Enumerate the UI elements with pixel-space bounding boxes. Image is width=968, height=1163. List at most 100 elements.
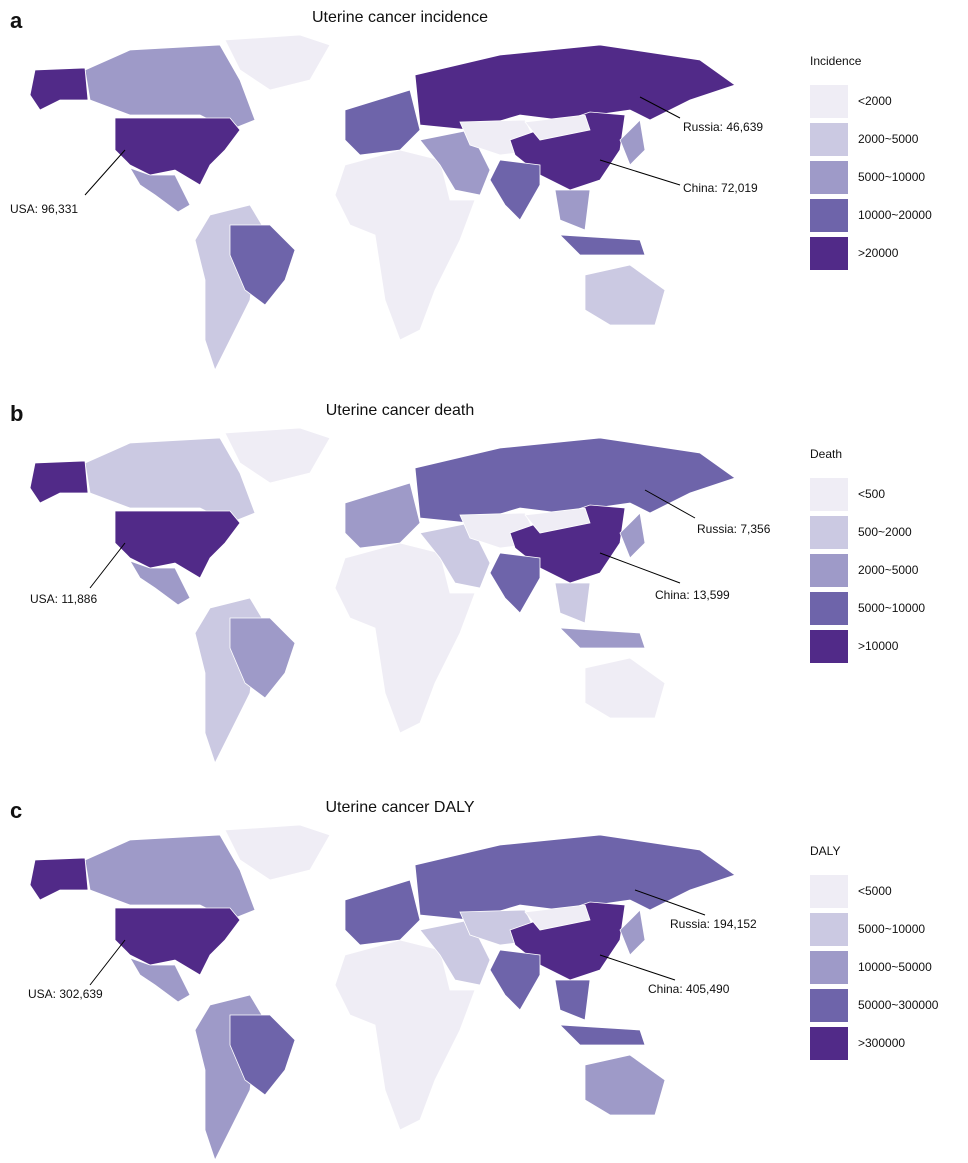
country [129, 167, 191, 213]
legend-label: 50000~300000 [858, 998, 939, 1012]
legend-swatch [810, 554, 848, 587]
panel-label: a [10, 8, 23, 33]
country [619, 119, 646, 166]
country [224, 427, 331, 484]
legend-label: 5000~10000 [858, 922, 925, 936]
legend-label: >300000 [858, 1036, 905, 1050]
legend-swatch [810, 875, 848, 908]
country [489, 159, 541, 221]
country [554, 979, 591, 1021]
panel-label: b [10, 401, 23, 426]
legend-swatch [810, 1027, 848, 1060]
country [84, 834, 256, 921]
country [524, 904, 591, 931]
annotation: USA: 96,331 [10, 202, 78, 216]
panel-title: Uterine cancer incidence [312, 9, 488, 26]
legend-label: 5000~10000 [858, 170, 925, 184]
country [584, 1054, 666, 1116]
legend-title: DALY [810, 844, 840, 858]
country [524, 114, 591, 141]
country [29, 460, 89, 504]
country [558, 234, 646, 256]
country [84, 44, 256, 131]
country [229, 1014, 296, 1096]
country [554, 582, 591, 624]
leader-line [599, 954, 676, 981]
legend-swatch [810, 85, 848, 118]
panel-title: Uterine cancer DALY [325, 799, 474, 816]
country [114, 117, 241, 186]
country [489, 949, 541, 1011]
country [344, 879, 421, 946]
country [229, 617, 296, 699]
legend-swatch [810, 237, 848, 270]
panel: a Uterine cancer incidence Incidence <2000 2… [10, 8, 932, 372]
annotation: China: 72,019 [683, 181, 758, 195]
country [489, 552, 541, 614]
leader-line [644, 489, 696, 519]
country [584, 657, 666, 719]
country [224, 824, 331, 881]
legend-swatch [810, 951, 848, 984]
annotation: USA: 11,886 [30, 592, 97, 606]
country [29, 67, 89, 111]
legend-label: 2000~5000 [858, 132, 919, 146]
annotation: Russia: 7,356 [697, 522, 771, 536]
leader-line [84, 149, 126, 196]
legend-label: >10000 [858, 639, 899, 653]
legend-label: >20000 [858, 246, 899, 260]
leader-line [599, 159, 681, 186]
country [29, 857, 89, 901]
legend-label: 10000~50000 [858, 960, 932, 974]
annotation: Russia: 194,152 [670, 917, 757, 931]
legend-label: 500~2000 [858, 525, 912, 539]
legend-swatch [810, 199, 848, 232]
country [554, 189, 591, 231]
legend-swatch [810, 913, 848, 946]
legend-swatch [810, 592, 848, 625]
legend-title: Death [810, 447, 842, 461]
country [114, 510, 241, 579]
legend-label: <5000 [858, 884, 892, 898]
legend-swatch [810, 630, 848, 663]
legend-swatch [810, 989, 848, 1022]
legend-label: 2000~5000 [858, 563, 919, 577]
leader-line [89, 542, 126, 589]
leader-line [634, 889, 706, 916]
panel: b Uterine cancer death Death <500 500~2000 20… [10, 401, 925, 765]
legend-swatch [810, 478, 848, 511]
country [619, 909, 646, 956]
country [129, 560, 191, 606]
country [229, 224, 296, 306]
country [584, 264, 666, 326]
country [129, 957, 191, 1003]
country [344, 89, 421, 156]
panel-label: c [10, 798, 22, 823]
annotation: China: 405,490 [648, 982, 730, 996]
legend-swatch [810, 161, 848, 194]
country [224, 34, 331, 91]
legend-swatch [810, 516, 848, 549]
country [84, 437, 256, 524]
country [558, 627, 646, 649]
country [524, 507, 591, 534]
annotation: USA: 302,639 [28, 987, 103, 1001]
leader-line [639, 96, 681, 119]
legend-label: <500 [858, 487, 885, 501]
panel-title: Uterine cancer death [326, 402, 475, 419]
legend-title: Incidence [810, 54, 862, 68]
country [114, 907, 241, 976]
country [558, 1024, 646, 1046]
legend-label: <2000 [858, 94, 892, 108]
leader-line [599, 552, 681, 584]
country [619, 512, 646, 559]
country [344, 482, 421, 549]
legend-label: 10000~20000 [858, 208, 932, 222]
leader-line [89, 939, 126, 986]
annotation: Russia: 46,639 [683, 120, 763, 134]
annotation: China: 13,599 [655, 588, 730, 602]
legend-swatch [810, 123, 848, 156]
legend-label: 5000~10000 [858, 601, 925, 615]
panel: c Uterine cancer DALY DALY <5000 5000~10000 1… [10, 798, 939, 1162]
